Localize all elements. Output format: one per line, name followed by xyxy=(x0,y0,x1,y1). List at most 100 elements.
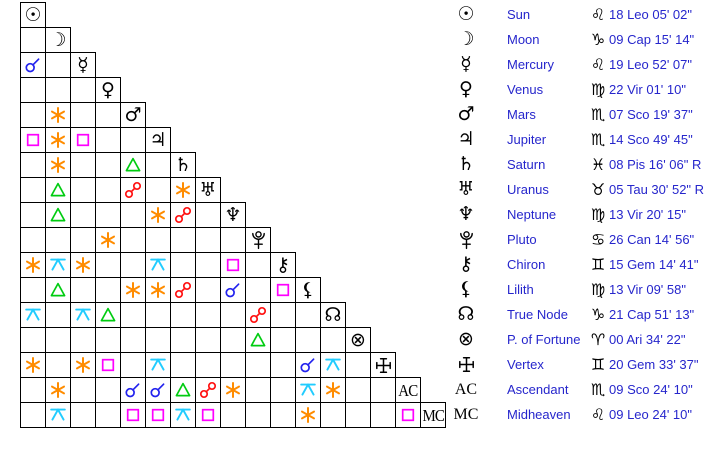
sextile-aspect-icon xyxy=(226,382,240,398)
grid-cell-empty xyxy=(45,302,71,328)
grid-cell-empty xyxy=(95,177,121,203)
p-of-fortune-glyph: ⊗ xyxy=(350,328,366,351)
square-aspect-icon xyxy=(226,258,240,272)
grid-cell-empty xyxy=(70,202,96,228)
square-aspect-icon xyxy=(76,133,90,147)
sextile-aspect-icon xyxy=(301,407,315,423)
sextile-aspect-icon xyxy=(51,107,65,123)
diagonal-cell-chiron: ⚷ xyxy=(270,252,296,278)
grid-cell-empty xyxy=(70,177,96,203)
sign-glyph-true-node: ♑ xyxy=(590,305,606,324)
true-node-glyph: ☊ xyxy=(457,303,475,325)
sextile-aspect-icon xyxy=(51,132,65,148)
grid-cell-empty xyxy=(270,327,296,353)
aspect-cell-trine-ascendant-saturn xyxy=(170,377,196,403)
planet-position-chiron: 15 Gem 14' 41" xyxy=(609,257,699,272)
grid-cell-empty xyxy=(120,302,146,328)
diagonal-cell-saturn: ♄ xyxy=(170,152,196,178)
grid-cell-empty xyxy=(145,177,171,203)
grid-cell-empty xyxy=(95,202,121,228)
planet-position-uranus: 05 Tau 30' 52" R xyxy=(609,182,705,197)
square-aspect-icon xyxy=(201,408,215,422)
planet-name-sun: Sun xyxy=(507,7,531,22)
conjunction-aspect-icon xyxy=(25,58,40,73)
planet-position-mercury: 19 Leo 52' 07" xyxy=(609,57,693,72)
grid-cell-empty xyxy=(20,402,46,428)
midheaven-glyph: MC xyxy=(453,406,479,423)
square-aspect-icon xyxy=(276,283,290,297)
ascendant-glyph: AC xyxy=(398,380,418,400)
planet-name-saturn: Saturn xyxy=(507,157,546,172)
aspect-cell-square-jupiter-mercury xyxy=(70,127,96,153)
grid-cell-empty xyxy=(145,152,171,178)
aspect-cell-quincunx-true-node-sun xyxy=(20,302,46,328)
aspect-cell-opposition-lilith-saturn xyxy=(170,277,196,303)
grid-cell-empty xyxy=(195,202,221,228)
planet-name-pluto: Pluto xyxy=(507,232,537,247)
aspect-cell-sextile-lilith-jupiter xyxy=(145,277,171,303)
aspect-cell-quincunx-vertex-jupiter xyxy=(145,352,171,378)
grid-cell-empty xyxy=(70,277,96,303)
grid-cell-empty xyxy=(320,327,346,353)
lilith-glyph: ⚸ xyxy=(301,278,315,301)
aspect-cell-quincunx-chiron-jupiter xyxy=(145,252,171,278)
grid-cell-empty xyxy=(220,302,246,328)
diagonal-cell-midheaven: MC xyxy=(420,402,446,428)
grid-cell-empty xyxy=(20,77,46,103)
quincunx-aspect-icon xyxy=(175,408,191,421)
sun-glyph: ☉ xyxy=(24,3,42,26)
aspect-cell-sextile-ascendant-true-node xyxy=(320,377,346,403)
grid-cell-empty xyxy=(220,402,246,428)
grid-cell-empty xyxy=(120,227,146,253)
grid-cell-empty xyxy=(120,352,146,378)
sign-glyph-saturn: ♓ xyxy=(590,155,606,174)
trine-aspect-icon xyxy=(50,207,66,222)
sign-glyph-venus: ♍ xyxy=(590,80,606,99)
planet-name-ascendant: Ascendant xyxy=(507,382,569,397)
planet-row-sun: ☉ Sun ♌ 18 Leo 05' 02" xyxy=(453,2,705,27)
aspect-cell-quincunx-true-node-mercury xyxy=(70,302,96,328)
grid-cell-empty xyxy=(20,27,46,53)
grid-cell-empty xyxy=(270,402,296,428)
sign-glyph-uranus: ♉ xyxy=(590,180,606,199)
grid-cell-empty xyxy=(220,227,246,253)
grid-cell-empty xyxy=(70,102,96,128)
grid-cell-empty xyxy=(45,77,71,103)
grid-cell-empty xyxy=(95,377,121,403)
planet-row-vertex: Vertex ♊ 20 Gem 33' 37" xyxy=(453,352,705,377)
diagonal-cell-p-of-fortune: ⊗ xyxy=(345,327,371,353)
grid-cell-empty xyxy=(70,227,96,253)
grid-cell-empty xyxy=(20,227,46,253)
planet-row-midheaven: MC Midheaven ♌ 09 Leo 24' 10" xyxy=(453,402,705,427)
sextile-aspect-icon xyxy=(151,282,165,298)
aspect-cell-sextile-saturn-moon xyxy=(45,152,71,178)
grid-cell-empty xyxy=(95,127,121,153)
grid-cell-empty xyxy=(20,277,46,303)
grid-cell-empty xyxy=(20,102,46,128)
grid-cell-empty xyxy=(45,52,71,78)
aspect-cell-sextile-lilith-mars xyxy=(120,277,146,303)
grid-cell-empty xyxy=(95,402,121,428)
pluto-icon xyxy=(459,230,473,249)
grid-cell-empty xyxy=(95,327,121,353)
planet-position-mars: 07 Sco 19' 37" xyxy=(609,107,693,122)
trine-aspect-icon xyxy=(50,282,66,297)
planet-position-moon: 09 Cap 15' 14" xyxy=(609,32,695,47)
sign-glyph-ascendant: ♏ xyxy=(590,380,606,399)
planet-row-true-node: ☊ True Node ♑ 21 Cap 51' 13" xyxy=(453,302,705,327)
diagonal-cell-mercury: ☿ xyxy=(70,52,96,78)
aspect-cell-square-midheaven-mars xyxy=(120,402,146,428)
planet-name-vertex: Vertex xyxy=(507,357,544,372)
planet-name-lilith: Lilith xyxy=(507,282,534,297)
grid-cell-empty xyxy=(70,77,96,103)
aspect-cell-conjunction-vertex-lilith xyxy=(295,352,321,378)
aspect-cell-trine-p-of-fortune-pluto xyxy=(245,327,271,353)
planet-name-moon: Moon xyxy=(507,32,540,47)
grid-cell-empty xyxy=(45,327,71,353)
sign-glyph-jupiter: ♏ xyxy=(590,130,606,149)
planet-name-jupiter: Jupiter xyxy=(507,132,547,147)
aspect-cell-trine-true-node-venus xyxy=(95,302,121,328)
square-aspect-icon xyxy=(151,408,165,422)
conjunction-aspect-icon xyxy=(125,383,140,398)
